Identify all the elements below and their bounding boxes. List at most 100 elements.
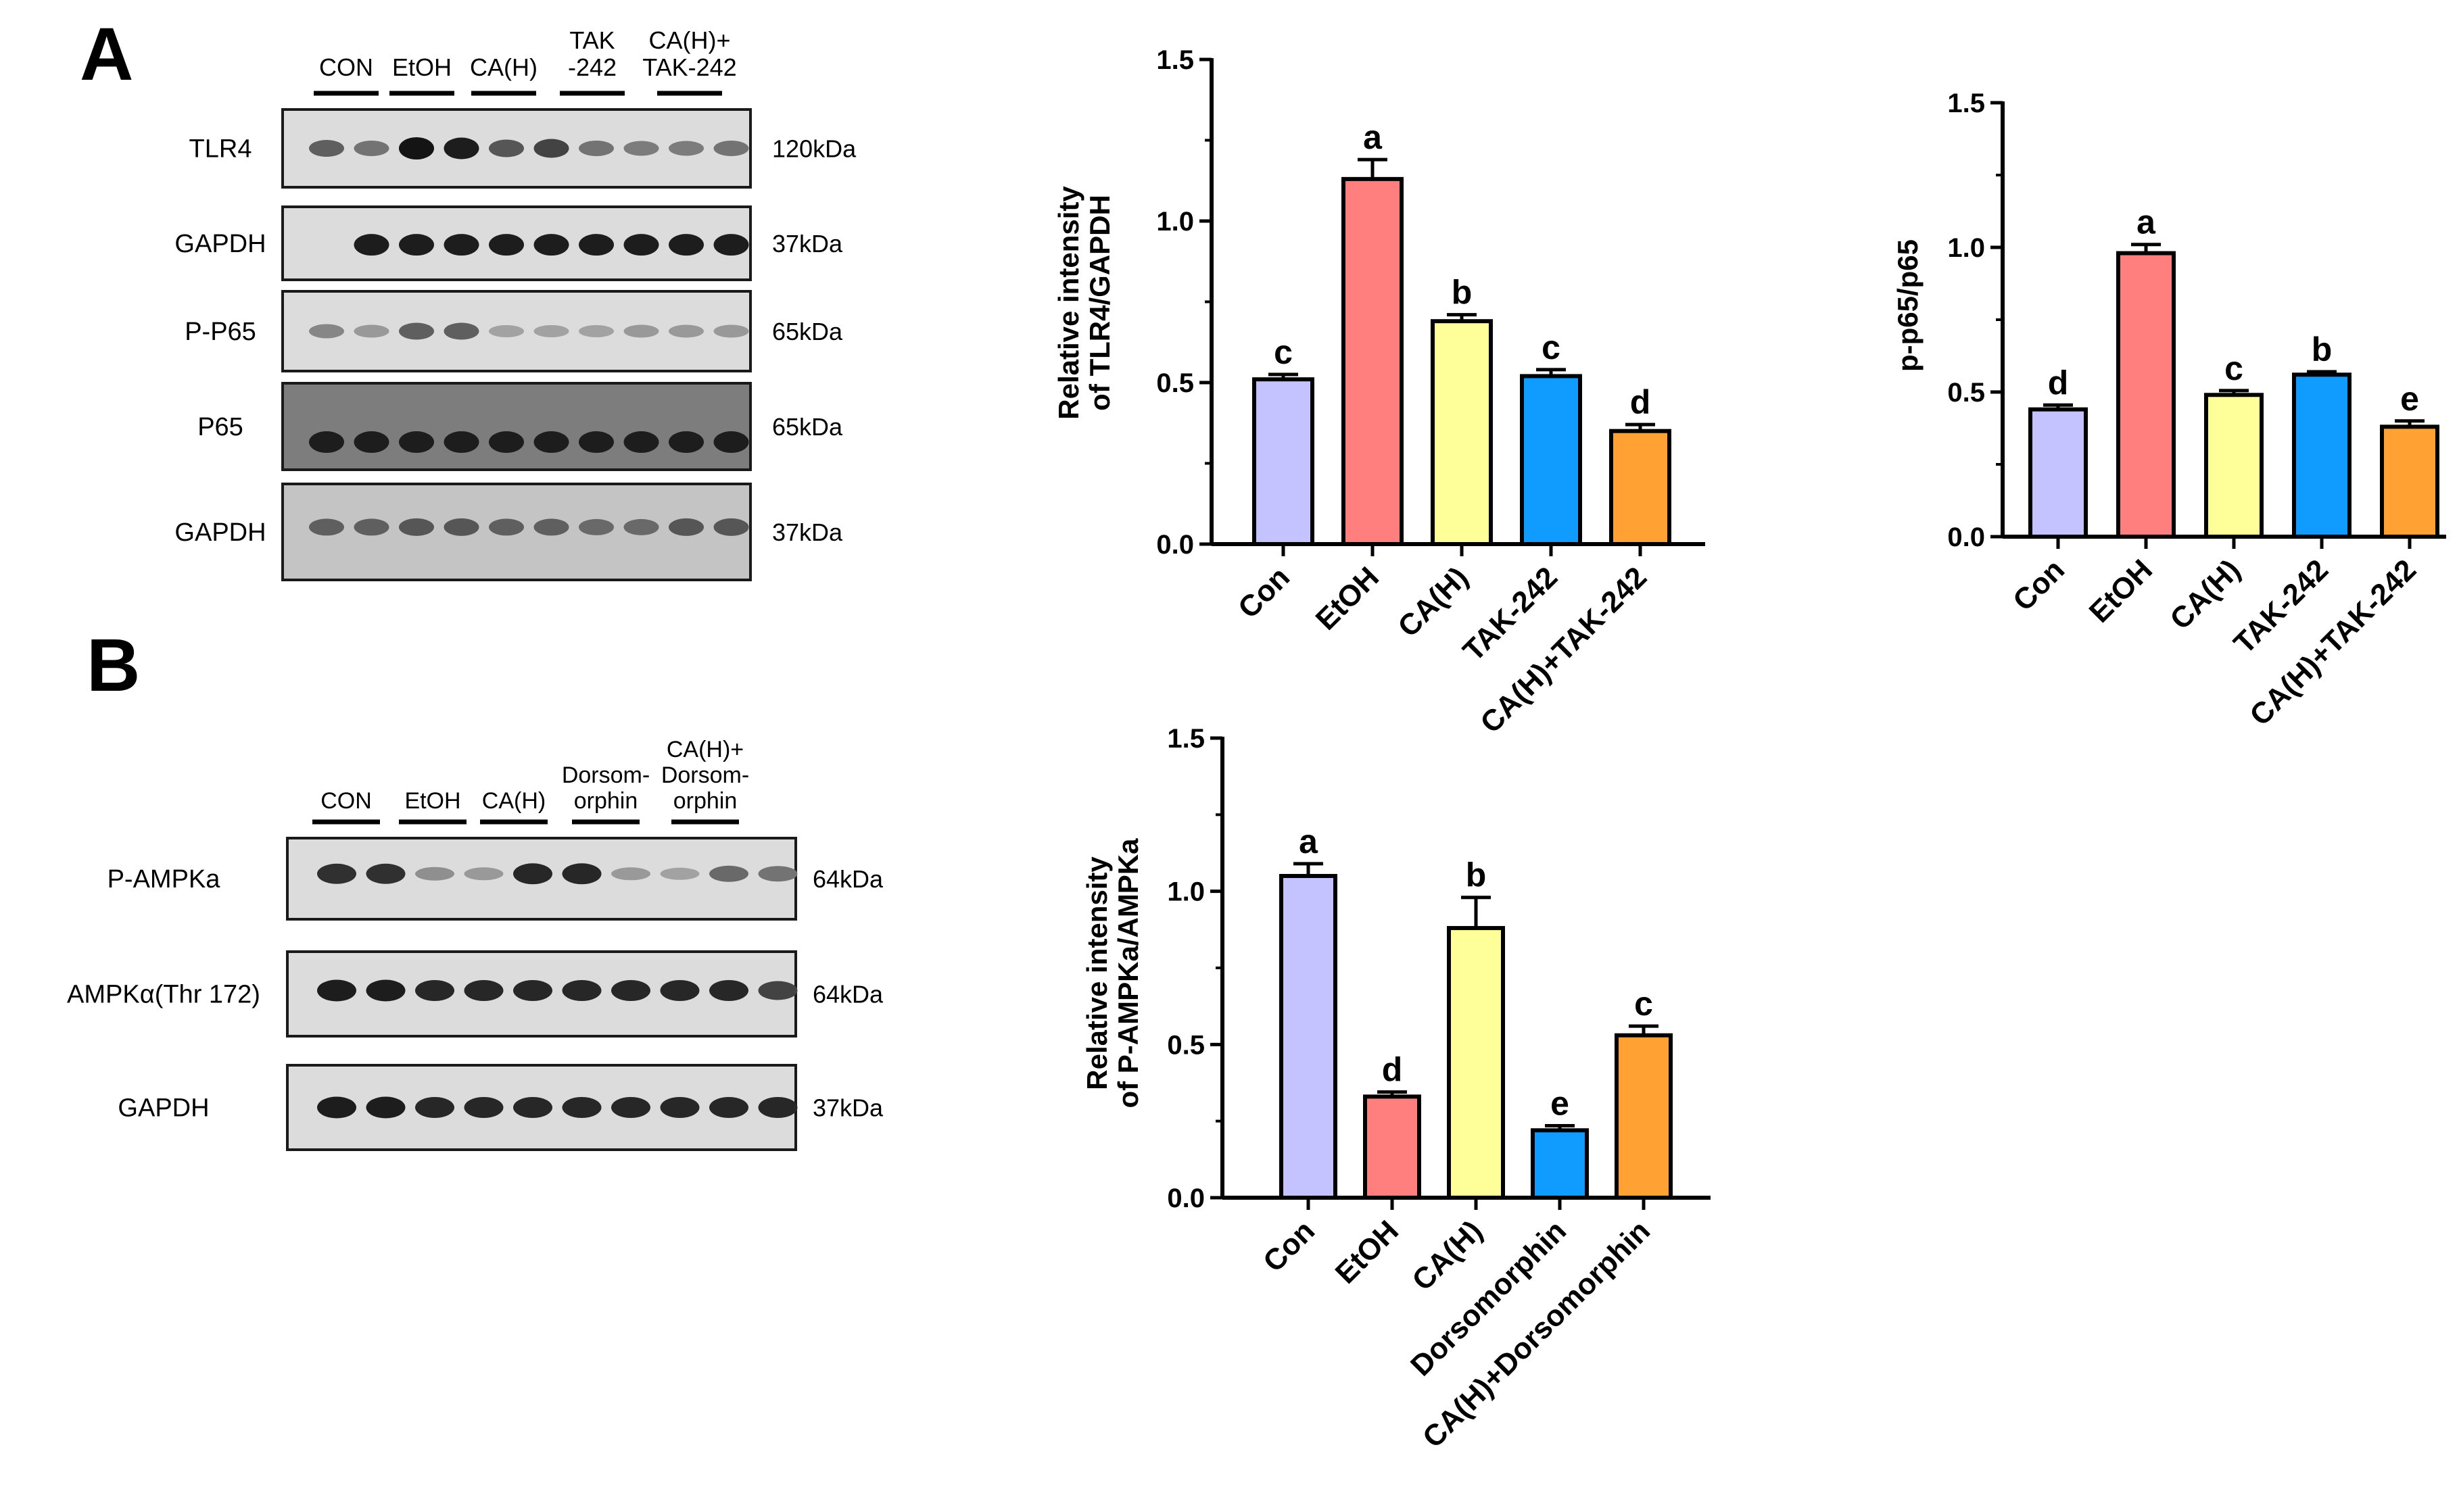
y-axis-label: p-p65/p65 — [1892, 239, 1924, 372]
x-tick-label: CA(H) — [1406, 1214, 1489, 1297]
bar — [1609, 429, 1671, 547]
protein-band — [713, 141, 749, 156]
protein-band — [513, 1097, 552, 1118]
protein-band — [489, 518, 524, 536]
bar — [1520, 374, 1582, 546]
significance-letter: b — [2312, 331, 2333, 368]
protein-band — [713, 234, 749, 256]
protein-band — [623, 141, 659, 156]
protein-band — [489, 431, 524, 454]
protein-band — [562, 980, 602, 1001]
protein-band — [669, 431, 704, 454]
protein-band — [309, 431, 344, 454]
y-axis-label: of P-AMPKa/AMPKa — [1112, 838, 1144, 1108]
protein-band — [464, 867, 504, 881]
lane-group-label: Dorsom- — [661, 762, 749, 788]
protein-band — [623, 324, 659, 338]
protein-band — [709, 1097, 748, 1118]
protein-band — [489, 325, 524, 337]
y-tick-label: 1.5 — [1167, 724, 1205, 754]
x-tick-label: Con — [1257, 1214, 1321, 1278]
y-tick-label: 0.5 — [1167, 1030, 1205, 1060]
protein-band — [579, 325, 614, 337]
protein-band — [579, 431, 614, 454]
molecular-weight-label: 37kDa — [813, 1094, 884, 1122]
protein-band — [513, 863, 552, 885]
protein-band — [309, 518, 344, 536]
protein-band — [415, 980, 454, 1001]
bar — [1531, 1128, 1589, 1200]
protein-band — [709, 865, 748, 882]
panel-label-a: A — [80, 13, 133, 96]
protein-band — [660, 980, 700, 1001]
protein-band — [533, 139, 569, 158]
protein-band — [713, 518, 749, 536]
protein-band — [399, 322, 434, 340]
y-axis-label: Relative intensity — [1053, 186, 1084, 420]
protein-band — [579, 518, 614, 535]
lane-group-label: orphin — [574, 788, 638, 814]
protein-band — [623, 431, 659, 454]
blot-row-label: TLR4 — [189, 135, 252, 164]
protein-band — [611, 1097, 650, 1118]
lane-group-label: CA(H) — [470, 53, 538, 81]
lane-group-label: CA(H)+ — [648, 26, 730, 54]
protein-band — [354, 431, 389, 454]
bar — [2204, 393, 2264, 539]
protein-band — [444, 234, 479, 256]
blot-row-label: GAPDH — [174, 230, 266, 258]
protein-band — [464, 1097, 504, 1118]
blot-row-label: P-AMPKa — [108, 865, 221, 894]
protein-band — [758, 981, 798, 1000]
bar-chart-p65: 0.00.51.01.5p-p65/p65dConaEtOHcCA(H)bTAK… — [1892, 89, 2446, 732]
significance-letter: a — [1363, 118, 1383, 156]
lane-group-label: CA(H)+ — [667, 737, 744, 762]
significance-letter: a — [1299, 823, 1318, 860]
protein-band — [399, 234, 434, 256]
protein-band — [354, 141, 389, 156]
molecular-weight-label: 65kDa — [772, 318, 843, 345]
x-tick-label: Con — [1232, 560, 1296, 625]
molecular-weight-label: 120kDa — [772, 135, 857, 163]
protein-band — [623, 234, 659, 256]
bar — [1431, 319, 1493, 546]
bar — [1615, 1033, 1673, 1200]
significance-letter: c — [1542, 328, 1560, 366]
x-tick-label: EtOH — [1310, 560, 1385, 636]
protein-band — [713, 431, 749, 454]
y-tick-label: 1.0 — [1947, 233, 1985, 263]
protein-band — [489, 139, 524, 157]
protein-band — [399, 518, 434, 536]
y-tick-label: 1.0 — [1167, 877, 1205, 907]
y-tick-label: 0.0 — [1156, 530, 1194, 560]
protein-band — [660, 1097, 700, 1118]
significance-letter: c — [1274, 333, 1293, 371]
blot-strip — [281, 382, 752, 471]
x-tick-label: CA(H)+TAK-242 — [2243, 553, 2422, 732]
significance-letter: d — [1382, 1051, 1403, 1089]
y-axis-label: Relative intensity — [1081, 856, 1113, 1090]
protein-band — [309, 140, 344, 157]
blot-row-label: AMPKα(Thr 172) — [67, 981, 260, 1009]
significance-letter: b — [1466, 856, 1487, 894]
y-tick-label: 0.0 — [1167, 1184, 1205, 1213]
bar — [1447, 926, 1505, 1200]
lane-group-label: TAK-242 — [642, 53, 736, 81]
molecular-weight-label: 64kDa — [813, 865, 884, 893]
significance-letter: a — [2136, 203, 2156, 241]
y-tick-label: 1.5 — [1947, 89, 1985, 118]
protein-band — [669, 141, 704, 156]
protein-band — [399, 137, 434, 160]
protein-band — [669, 518, 704, 536]
protein-band — [366, 863, 406, 884]
significance-letter: b — [1452, 274, 1473, 312]
significance-letter: d — [1630, 383, 1651, 421]
protein-band — [623, 518, 659, 535]
bar — [1363, 1094, 1421, 1200]
protein-band — [317, 1096, 356, 1119]
protein-band — [399, 431, 434, 454]
bar — [1279, 874, 1337, 1200]
protein-band — [579, 234, 614, 256]
